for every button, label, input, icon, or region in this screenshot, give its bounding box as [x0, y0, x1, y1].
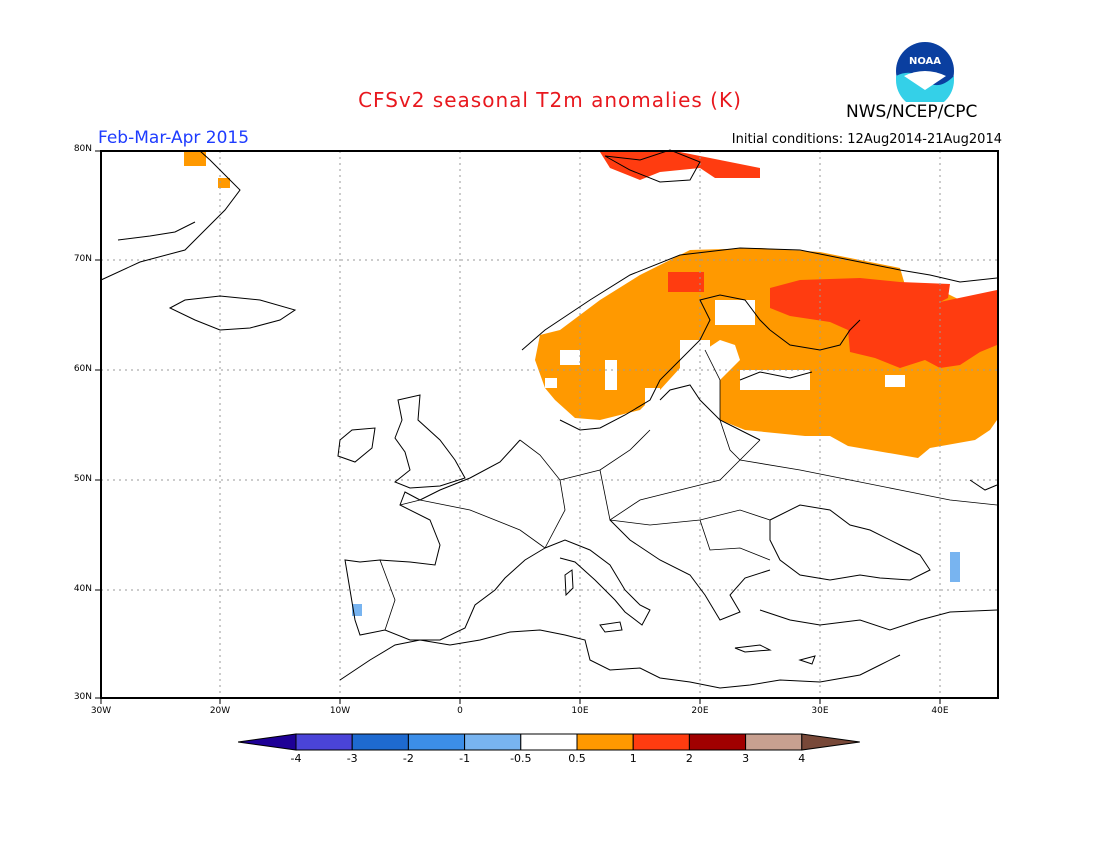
- lon-label: 40E: [931, 706, 949, 716]
- season-label: Feb-Mar-Apr 2015: [98, 128, 250, 148]
- lon-label: 10E: [571, 706, 589, 716]
- agency-label: NWS/NCEP/CPC: [846, 102, 978, 122]
- lat-label: 40N: [73, 584, 92, 594]
- graticule: [101, 151, 998, 698]
- colorbar-segment: [407, 733, 466, 751]
- colorbar-segment: [464, 733, 522, 751]
- colorbar-tick-label: 1: [629, 752, 637, 765]
- lat-label: 30N: [73, 692, 92, 702]
- map-title: CFSv2 seasonal T2m anomalies (K): [358, 88, 742, 112]
- coastlines: [100, 149, 998, 689]
- country-borders: [379, 349, 998, 631]
- colorbar-segment: [576, 733, 634, 751]
- colorbar: [238, 733, 860, 751]
- lon-label: 10W: [329, 706, 351, 716]
- lon-label: 20W: [209, 706, 231, 716]
- colorbar-segment: [351, 733, 409, 751]
- hot-anomaly-regions: [600, 152, 997, 368]
- lat-label: 60N: [73, 364, 92, 374]
- colorbar-tick-label: -2: [402, 752, 414, 765]
- colorbar-segment: [688, 733, 747, 751]
- lon-label: 30E: [811, 706, 829, 716]
- lat-label: 80N: [73, 144, 92, 154]
- lon-label: 0: [457, 706, 463, 716]
- lon-label: 30W: [90, 706, 112, 716]
- lat-label: 50N: [73, 474, 92, 484]
- colorbar-segment: [520, 733, 578, 751]
- colorbar-tick-label: 0.5: [568, 752, 586, 765]
- cool-anomaly-cells: [352, 552, 960, 616]
- map-frame: [100, 150, 999, 699]
- colorbar-segment: [745, 733, 803, 751]
- svg-text:NOAA: NOAA: [909, 56, 941, 67]
- colorbar-segment: [632, 733, 690, 751]
- colorbar-segment: [238, 733, 297, 751]
- noaa-logo-icon: NOAA: [895, 41, 955, 102]
- colorbar-tick-label: 4: [798, 752, 806, 765]
- colorbar-tick-label: 2: [685, 752, 693, 765]
- initial-conditions-label: Initial conditions: 12Aug2014-21Aug2014: [731, 132, 1002, 147]
- colorbar-tick-label: -0.5: [510, 752, 532, 765]
- lon-label: 20E: [691, 706, 709, 716]
- colorbar-tick-label: -1: [459, 752, 471, 765]
- colorbar-tick-label: -3: [346, 752, 358, 765]
- axis-ticks: [95, 150, 941, 704]
- colorbar-tick-label: -4: [290, 752, 302, 765]
- colorbar-segment: [801, 733, 860, 751]
- lat-label: 70N: [73, 254, 92, 264]
- colorbar-segment: [295, 733, 353, 751]
- neutral-holes: [545, 300, 905, 408]
- colorbar-tick-label: 3: [742, 752, 750, 765]
